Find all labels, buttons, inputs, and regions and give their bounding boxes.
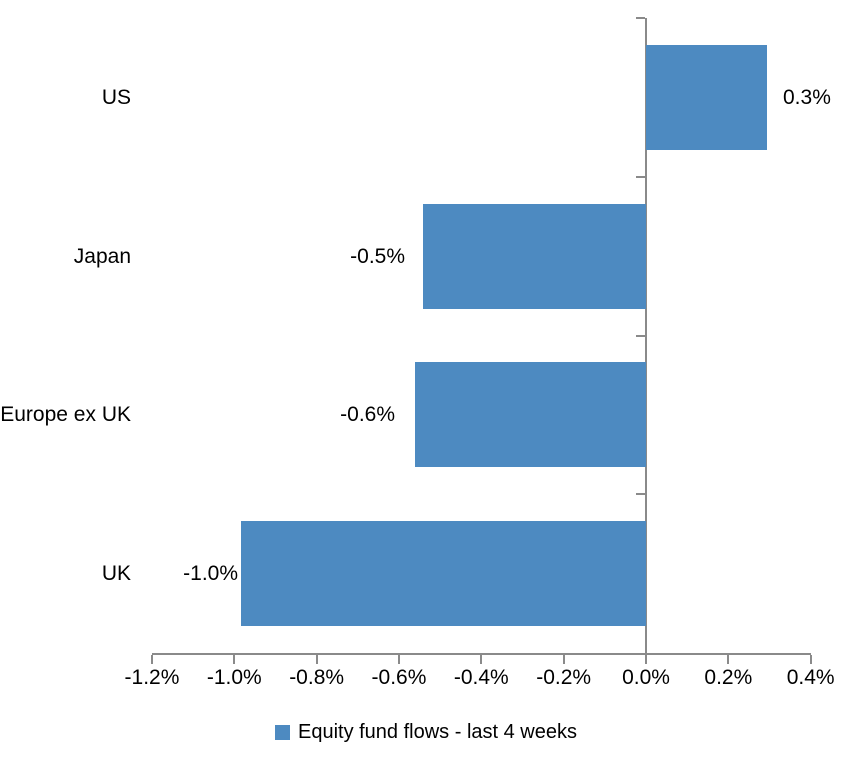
- legend-swatch-icon: [274, 724, 290, 740]
- x-axis-tick-label: -1.2%: [124, 666, 180, 689]
- x-axis-tick-label: -0.2%: [536, 666, 592, 689]
- x-axis-tick-label: -0.4%: [453, 666, 509, 689]
- legend: Equity fund flows - last 4 weeks: [0, 716, 852, 748]
- category-label-uk: UK: [101, 562, 131, 586]
- x-axis-tick-label: 0.2%: [704, 666, 753, 689]
- bar-japan: [422, 204, 646, 309]
- x-axis-tick-label: -1.0%: [206, 666, 262, 689]
- y-axis-tick: [636, 176, 645, 178]
- x-axis-tick-label: 0.4%: [786, 666, 835, 689]
- y-axis-tick: [636, 17, 645, 19]
- bar-europe-ex-uk: [415, 362, 647, 467]
- category-label-japan: Japan: [73, 244, 131, 268]
- category-label-us: US: [101, 85, 131, 109]
- x-axis-tick: [727, 655, 730, 664]
- y-axis-line: [645, 18, 647, 653]
- legend-label: Equity fund flows - last 4 weeks: [297, 721, 577, 743]
- x-axis-tick: [562, 655, 565, 664]
- x-axis-tick: [397, 655, 400, 664]
- x-axis-tick-label: 0.0%: [622, 666, 670, 689]
- category-label-europe-ex-uk: Europe ex UK: [0, 403, 131, 427]
- x-axis-line: [152, 653, 811, 655]
- x-axis-tick: [233, 655, 236, 664]
- x-axis-tick: [150, 655, 153, 664]
- y-axis-tick: [636, 335, 645, 337]
- x-axis-tick: [480, 655, 483, 664]
- data-label-japan: -0.5%: [350, 245, 405, 268]
- x-axis-tick: [645, 655, 647, 664]
- y-axis-tick: [636, 493, 645, 495]
- bar-us: [646, 45, 767, 150]
- x-axis-tick-label: -0.8%: [289, 666, 345, 689]
- x-axis-tick: [809, 655, 812, 664]
- data-label-europe-ex-uk: -0.6%: [340, 403, 395, 426]
- bar-uk: [240, 521, 646, 626]
- data-label-us: 0.3%: [783, 86, 831, 109]
- data-label-uk: -1.0%: [183, 562, 238, 585]
- x-axis-tick-label: -0.6%: [371, 666, 427, 689]
- x-axis-tick: [315, 655, 318, 664]
